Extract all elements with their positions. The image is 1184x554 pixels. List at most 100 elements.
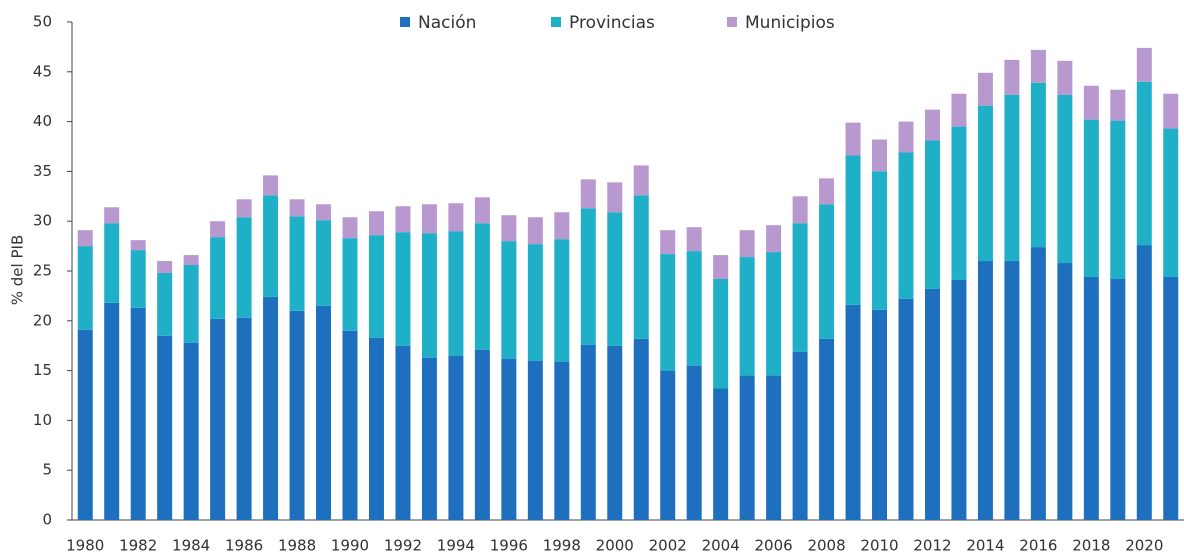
bar-segment bbox=[607, 212, 623, 346]
legend-label: Municipios bbox=[745, 13, 835, 33]
y-tick-label: 20 bbox=[33, 311, 52, 329]
bar-segment bbox=[660, 254, 676, 371]
bar-segment bbox=[474, 197, 490, 224]
bar-segment bbox=[501, 241, 517, 359]
bar-segment bbox=[183, 265, 199, 343]
bar-segment bbox=[1110, 89, 1126, 121]
legend-swatch bbox=[551, 17, 561, 27]
x-tick-label: 1990 bbox=[331, 537, 369, 554]
bar-segment bbox=[421, 204, 437, 234]
bar-segment bbox=[342, 238, 358, 331]
bar-segment bbox=[157, 272, 173, 336]
bar-segment bbox=[819, 204, 835, 339]
bar-segment bbox=[342, 330, 358, 520]
bar-segment bbox=[130, 250, 146, 308]
bar-segment bbox=[1030, 82, 1046, 248]
bar-segment bbox=[1163, 276, 1179, 520]
bar-segment bbox=[792, 223, 808, 352]
x-tick-label: 2010 bbox=[860, 537, 898, 554]
bar-segment bbox=[1030, 49, 1046, 83]
y-tick-label: 50 bbox=[33, 13, 52, 31]
y-axis-label: % del PIB bbox=[9, 235, 27, 305]
bar-segment bbox=[527, 244, 543, 361]
bar-segment bbox=[660, 230, 676, 255]
bar-segment bbox=[157, 261, 173, 273]
x-tick-label: 2012 bbox=[913, 537, 951, 554]
bar-segment bbox=[236, 317, 252, 520]
bar-segment bbox=[421, 357, 437, 520]
bar-segment bbox=[898, 298, 914, 520]
bar-segment bbox=[977, 261, 993, 520]
bar-segment bbox=[368, 235, 384, 338]
x-tick-label: 1998 bbox=[543, 537, 581, 554]
legend-label: Nación bbox=[418, 13, 476, 33]
y-tick-label: 15 bbox=[33, 361, 52, 379]
bar-segment bbox=[395, 206, 411, 233]
bar-segment bbox=[633, 165, 649, 196]
bar-segment bbox=[77, 246, 93, 330]
bar-segment bbox=[474, 223, 490, 350]
bar-segment bbox=[951, 93, 967, 127]
bar-segment bbox=[766, 375, 782, 520]
bar-segment bbox=[739, 375, 755, 520]
bar-segment bbox=[713, 388, 729, 520]
bar-segment bbox=[130, 240, 146, 251]
bar-segment bbox=[713, 278, 729, 389]
x-tick-label: 2008 bbox=[807, 537, 845, 554]
legend-label: Provincias bbox=[569, 13, 655, 33]
x-tick-label: 2016 bbox=[1019, 537, 1057, 554]
x-tick-label: 2020 bbox=[1125, 537, 1163, 554]
y-tick-label: 0 bbox=[42, 511, 52, 529]
bar-segment bbox=[686, 227, 702, 252]
bar-segment bbox=[686, 251, 702, 366]
bar-segment bbox=[1136, 245, 1152, 520]
bar-segment bbox=[289, 310, 305, 520]
bar-segment bbox=[951, 126, 967, 280]
bar-segment bbox=[263, 175, 279, 196]
bar-segment bbox=[872, 171, 888, 310]
bar-segment bbox=[580, 208, 596, 345]
bar-segment bbox=[104, 223, 120, 303]
bar-segment bbox=[792, 196, 808, 224]
bar-segment bbox=[157, 335, 173, 520]
bar-segment bbox=[210, 221, 226, 238]
x-tick-label: 1982 bbox=[119, 537, 157, 554]
bar-segment bbox=[104, 207, 120, 224]
bar-segment bbox=[421, 233, 437, 358]
bar-segment bbox=[1057, 60, 1073, 95]
bar-segment bbox=[1083, 276, 1099, 520]
bar-segment bbox=[236, 217, 252, 318]
bar-segment bbox=[448, 203, 464, 232]
bar-segment bbox=[395, 345, 411, 520]
bar-segment bbox=[554, 212, 570, 240]
x-tick-label: 1994 bbox=[437, 537, 475, 554]
bar-segment bbox=[183, 255, 199, 266]
x-tick-label: 2000 bbox=[596, 537, 634, 554]
bar-segment bbox=[1163, 128, 1179, 277]
bar-segment bbox=[183, 342, 199, 520]
bar-segment bbox=[1136, 47, 1152, 82]
bar-segment bbox=[713, 255, 729, 279]
bar-segment bbox=[1163, 93, 1179, 129]
bar-segment bbox=[1004, 261, 1020, 520]
y-tick-label: 35 bbox=[33, 162, 52, 180]
bar-segment bbox=[263, 195, 279, 297]
bar-segment bbox=[898, 152, 914, 299]
bar-segment bbox=[104, 302, 120, 520]
bar-segment bbox=[1110, 278, 1126, 520]
bar-segment bbox=[977, 105, 993, 262]
bar-segment bbox=[1004, 59, 1020, 95]
bar-segment bbox=[739, 257, 755, 376]
bar-segment bbox=[210, 237, 226, 319]
y-tick-label: 5 bbox=[42, 461, 52, 479]
bar-segment bbox=[474, 349, 490, 520]
bar-segment bbox=[766, 225, 782, 253]
bar-segment bbox=[607, 345, 623, 520]
bar-segment bbox=[289, 199, 305, 217]
bar-segment bbox=[527, 360, 543, 520]
bar-segment bbox=[1004, 94, 1020, 262]
bar-segment bbox=[368, 211, 384, 236]
bar-segment bbox=[316, 204, 332, 221]
y-tick-label: 45 bbox=[33, 62, 52, 80]
